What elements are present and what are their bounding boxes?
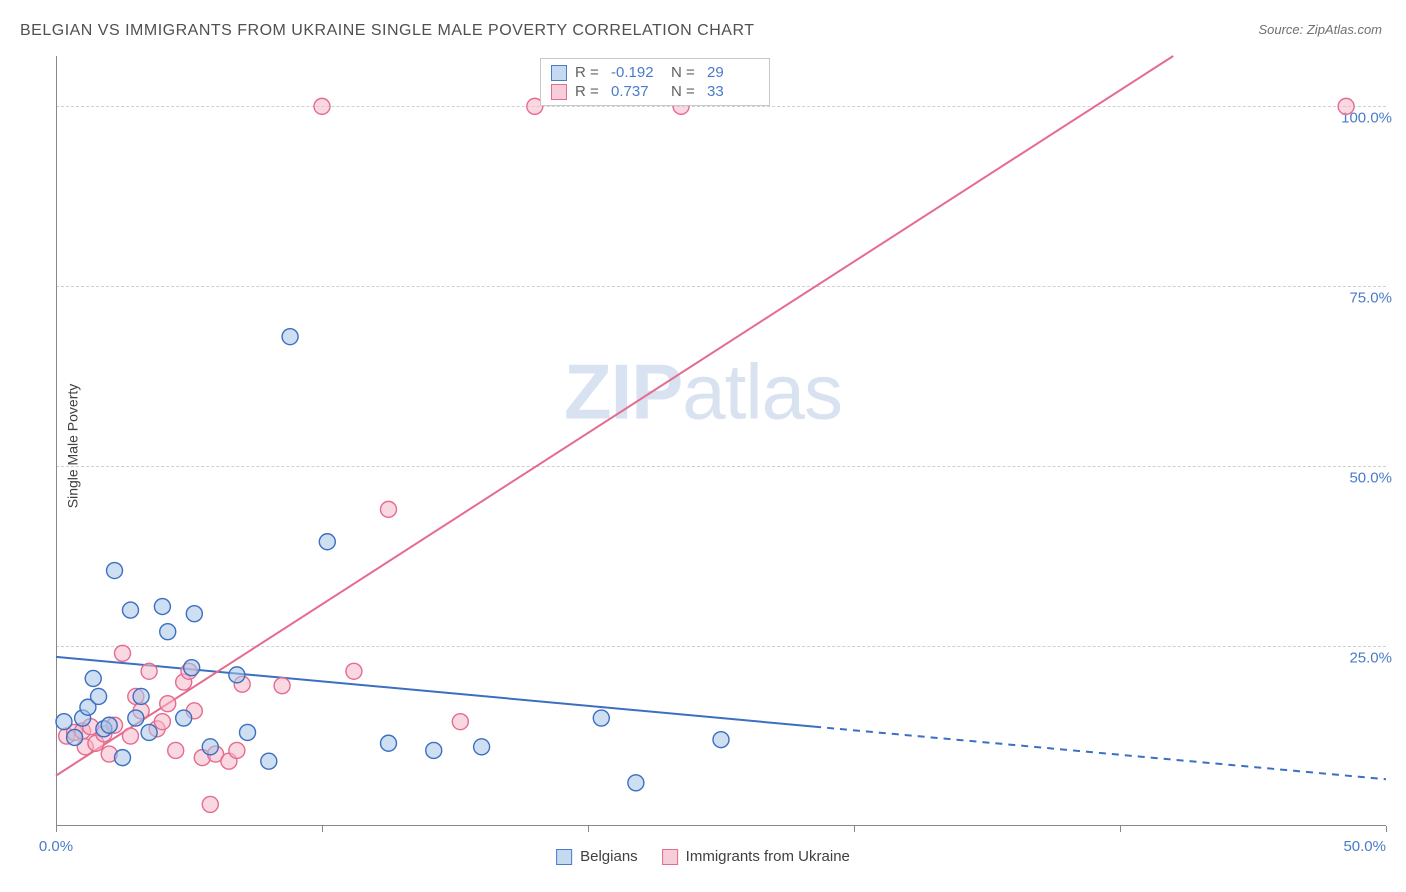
x-tick <box>322 826 323 832</box>
data-point <box>346 663 362 679</box>
data-point <box>154 599 170 615</box>
x-tick-label: 0.0% <box>39 838 73 855</box>
x-tick <box>854 826 855 832</box>
r-value: 0.737 <box>611 83 663 100</box>
data-point <box>101 717 117 733</box>
bottom-legend: Belgians Immigrants from Ukraine <box>556 848 850 865</box>
data-point <box>282 329 298 345</box>
x-tick-label: 50.0% <box>1343 838 1386 855</box>
data-point <box>56 714 72 730</box>
x-tick <box>1120 826 1121 832</box>
data-point <box>122 602 138 618</box>
legend-label-ukraine: Immigrants from Ukraine <box>686 848 850 865</box>
regression-line <box>56 56 1173 776</box>
chart-container: BELGIAN VS IMMIGRANTS FROM UKRAINE SINGL… <box>0 0 1406 892</box>
data-point <box>426 742 442 758</box>
chart-svg <box>56 56 1386 826</box>
data-point <box>713 732 729 748</box>
data-point <box>160 696 176 712</box>
data-point <box>154 714 170 730</box>
r-label: R = <box>575 64 603 81</box>
n-label: N = <box>671 83 699 100</box>
data-point <box>474 739 490 755</box>
data-point <box>381 501 397 517</box>
data-point <box>240 724 256 740</box>
legend-item-ukraine: Immigrants from Ukraine <box>662 848 850 865</box>
stats-row-ukraine: R = 0.737 N = 33 <box>551 82 759 101</box>
data-point <box>261 753 277 769</box>
swatch-blue-icon <box>556 849 572 865</box>
data-point <box>122 728 138 744</box>
data-point <box>67 729 83 745</box>
n-label: N = <box>671 64 699 81</box>
regression-line-dashed <box>814 727 1386 780</box>
stats-row-belgians: R = -0.192 N = 29 <box>551 63 759 82</box>
data-point <box>91 688 107 704</box>
legend-label-belgians: Belgians <box>580 848 638 865</box>
data-point <box>1338 98 1354 114</box>
data-point <box>229 667 245 683</box>
regression-line-solid <box>56 657 814 727</box>
data-point <box>176 710 192 726</box>
regression-lines <box>56 56 1386 779</box>
n-value: 29 <box>707 64 759 81</box>
data-point <box>85 670 101 686</box>
r-value: -0.192 <box>611 64 663 81</box>
swatch-pink-icon <box>551 84 567 100</box>
data-point <box>128 710 144 726</box>
data-point <box>229 742 245 758</box>
data-point <box>168 742 184 758</box>
data-point <box>593 710 609 726</box>
x-tick <box>1386 826 1387 832</box>
data-point <box>184 660 200 676</box>
scatter-points <box>56 98 1354 812</box>
data-point <box>141 724 157 740</box>
source-label: Source: ZipAtlas.com <box>1258 22 1382 37</box>
data-point <box>319 534 335 550</box>
n-value: 33 <box>707 83 759 100</box>
data-point <box>115 645 131 661</box>
data-point <box>202 739 218 755</box>
data-point <box>628 775 644 791</box>
stats-box: R = -0.192 N = 29 R = 0.737 N = 33 <box>540 58 770 106</box>
x-tick <box>588 826 589 832</box>
legend-item-belgians: Belgians <box>556 848 638 865</box>
data-point <box>381 735 397 751</box>
data-point <box>160 624 176 640</box>
data-point <box>141 663 157 679</box>
data-point <box>107 563 123 579</box>
swatch-pink-icon <box>662 849 678 865</box>
data-point <box>115 750 131 766</box>
data-point <box>202 796 218 812</box>
data-point <box>314 98 330 114</box>
x-tick <box>56 826 57 832</box>
data-point <box>274 678 290 694</box>
data-point <box>452 714 468 730</box>
data-point <box>133 688 149 704</box>
chart-title: BELGIAN VS IMMIGRANTS FROM UKRAINE SINGL… <box>20 22 755 40</box>
r-label: R = <box>575 83 603 100</box>
data-point <box>186 606 202 622</box>
swatch-blue-icon <box>551 65 567 81</box>
